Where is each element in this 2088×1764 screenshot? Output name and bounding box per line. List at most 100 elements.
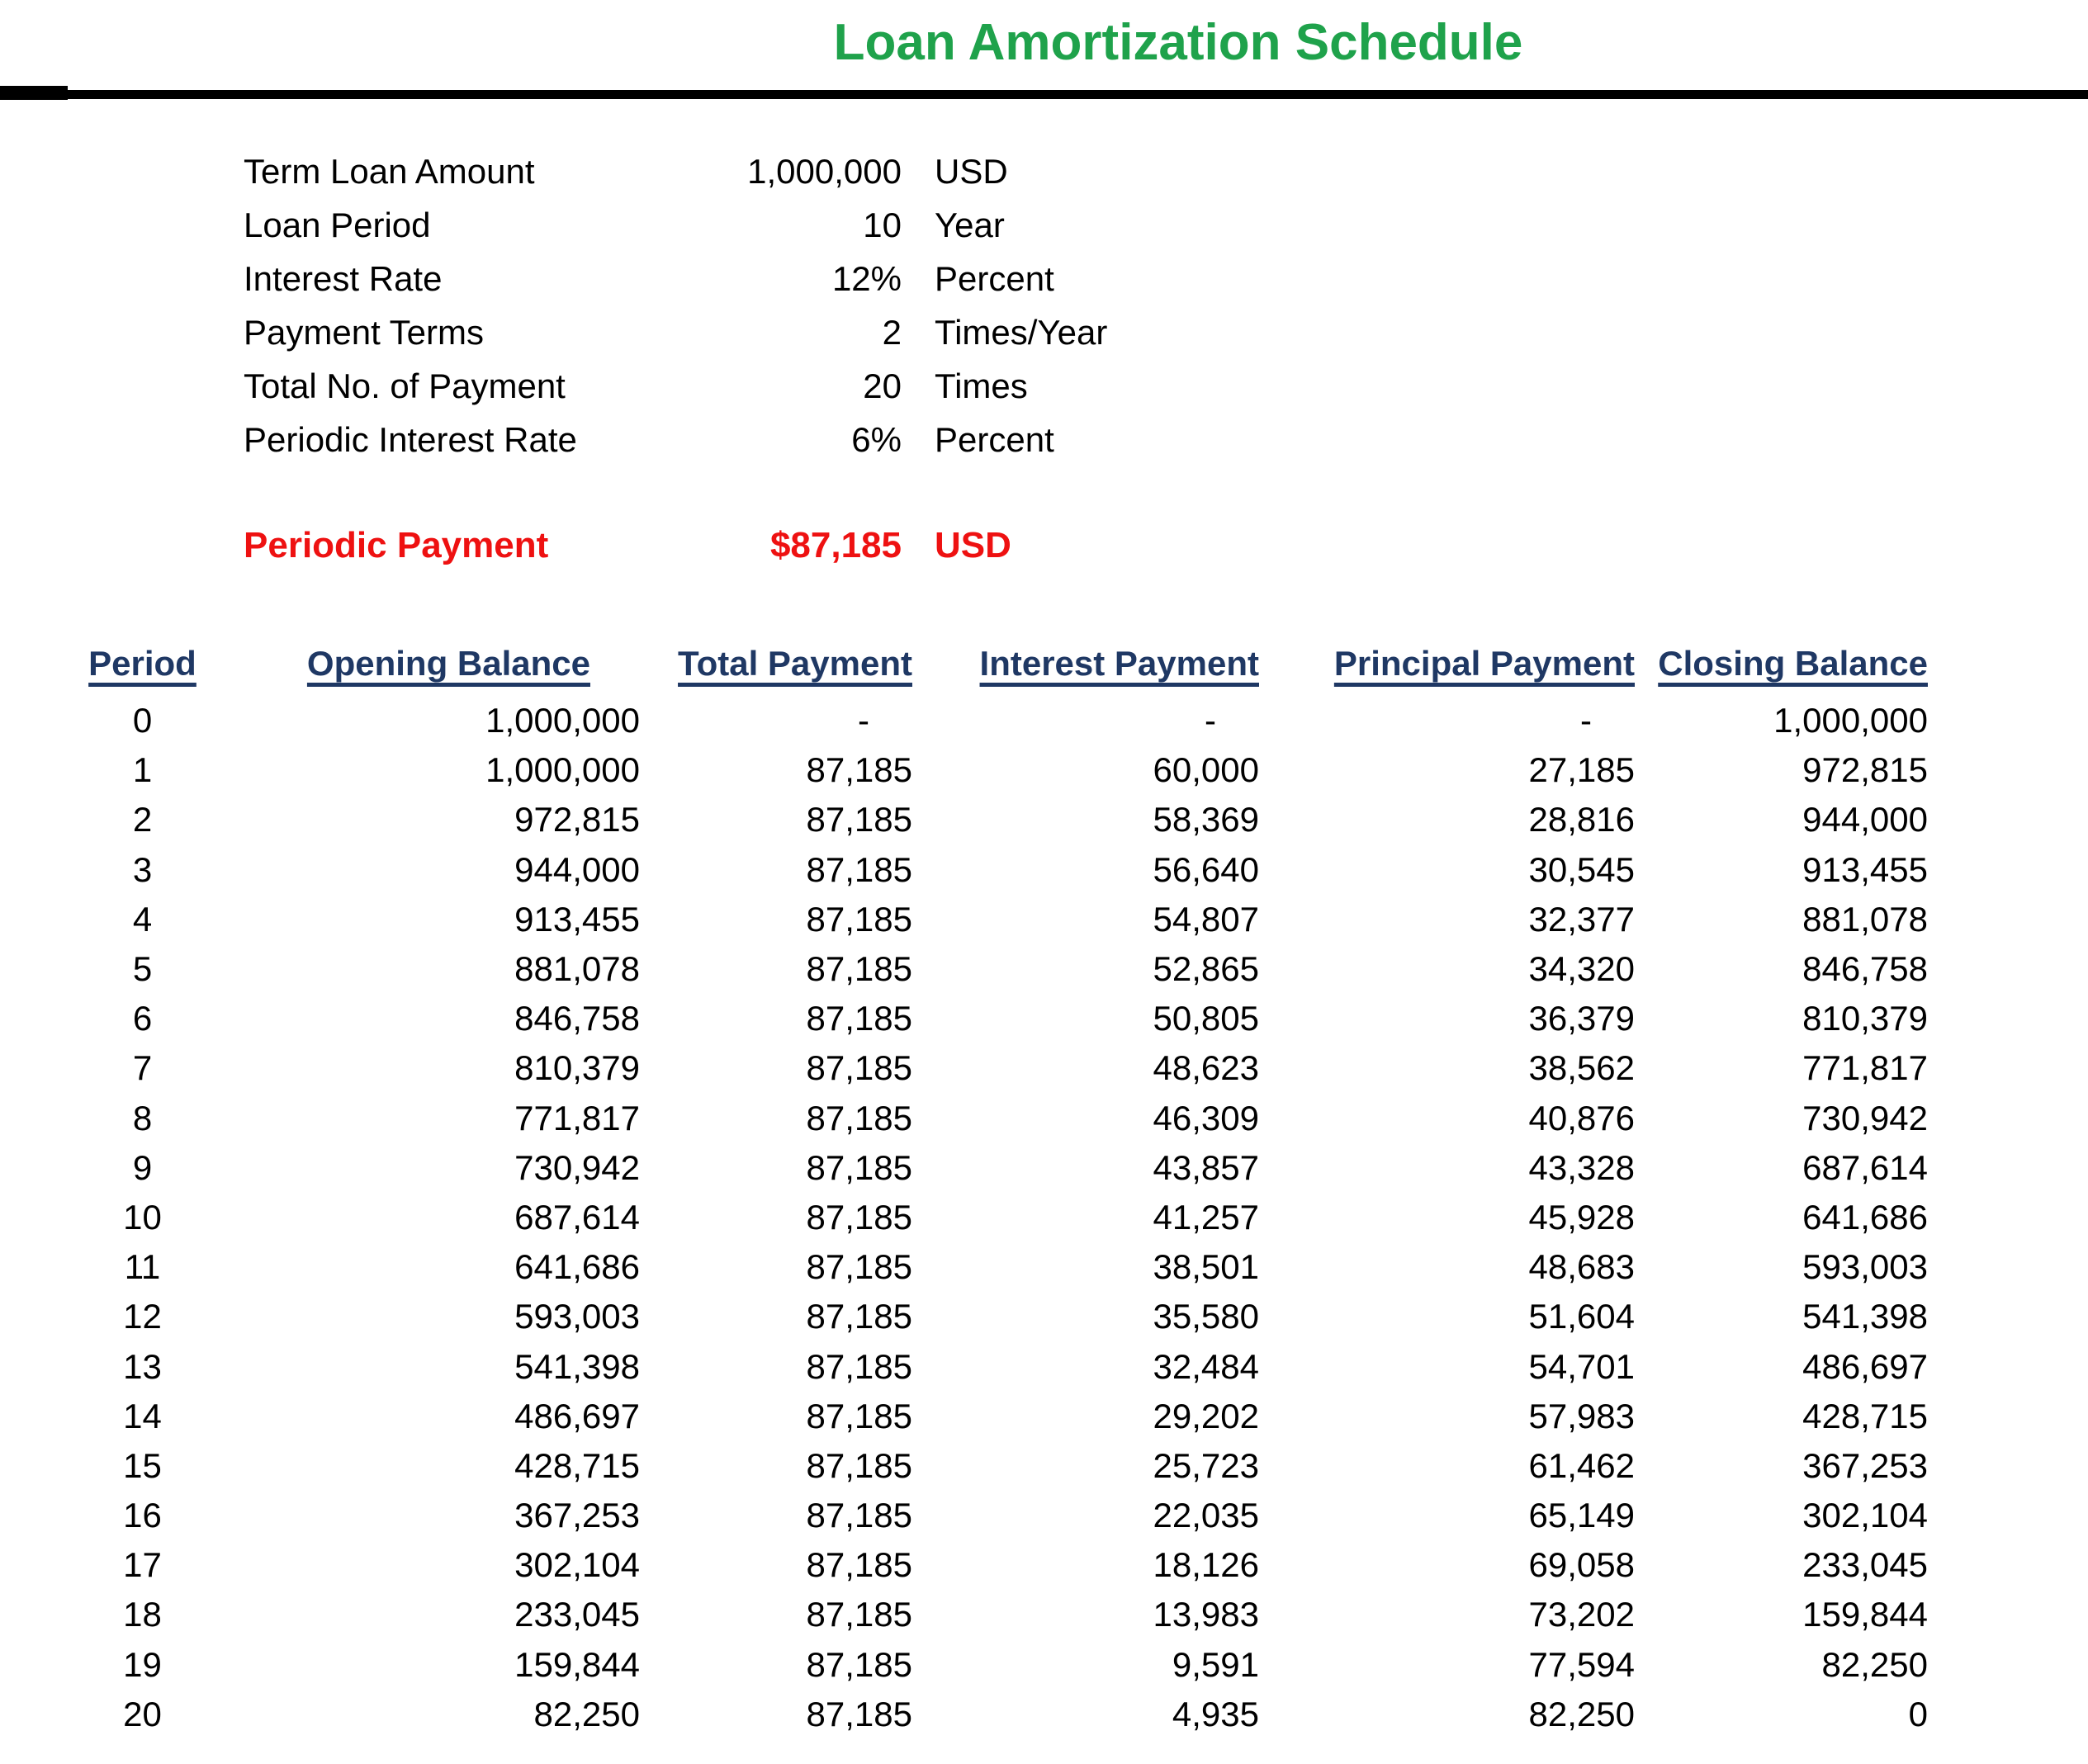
table-row-period-9: 9 730,942 87,185 43,857 43,328 687,614 [78, 1143, 1928, 1193]
periodic-payment-value: $87,185 [769, 524, 902, 565]
column-header-total-payment: Total Payment [678, 644, 912, 683]
cell-period: 20 [123, 1694, 162, 1733]
cell-opening-balance: 771,817 [514, 1098, 640, 1137]
detail-label: Interest Rate [244, 258, 443, 298]
cell-total-payment: 87,185 [806, 1644, 912, 1684]
cell-principal-payment: 40,876 [1528, 1098, 1635, 1137]
cell-period: 3 [132, 849, 153, 889]
cell-total-payment: 87,185 [806, 1098, 912, 1137]
cell-principal-payment: 36,379 [1528, 999, 1635, 1038]
cell-closing-balance: 159,844 [1802, 1595, 1928, 1634]
cell-period: 15 [123, 1445, 162, 1485]
table-row-period-5: 5 881,078 87,185 52,865 34,320 846,758 [78, 944, 1928, 994]
cell-total-payment: 87,185 [806, 1346, 912, 1386]
table-row-period-7: 7 810,379 87,185 48,623 38,562 771,817 [78, 1043, 1928, 1093]
cell-principal-payment: 32,377 [1528, 899, 1635, 939]
cell-interest-payment: 58,369 [1153, 800, 1259, 839]
cell-interest-payment: 48,623 [1153, 1048, 1259, 1088]
cell-interest-payment: 56,640 [1153, 849, 1259, 889]
cell-closing-balance: 302,104 [1802, 1496, 1928, 1535]
cell-opening-balance: 593,003 [514, 1297, 640, 1336]
cell-period: 13 [123, 1346, 162, 1386]
cell-interest-payment: 41,257 [1153, 1197, 1259, 1237]
cell-opening-balance: 486,697 [514, 1396, 640, 1435]
cell-total-payment: 87,185 [806, 1445, 912, 1485]
cell-opening-balance: 687,614 [514, 1197, 640, 1237]
detail-value: 10 [863, 205, 902, 244]
cell-principal-payment: 82,250 [1528, 1694, 1635, 1733]
cell-period: 10 [123, 1197, 162, 1237]
loan-details-section: Term Loan Amount 1,000,000 USD Loan Peri… [244, 144, 1107, 466]
cell-period: 8 [132, 1098, 153, 1137]
cell-opening-balance: 730,942 [514, 1147, 640, 1187]
cell-period: 4 [132, 899, 153, 939]
table-row-period-8: 8 771,817 87,185 46,309 40,876 730,942 [78, 1094, 1928, 1143]
detail-label: Payment Terms [244, 312, 484, 352]
cell-closing-balance: 82,250 [1821, 1644, 1928, 1684]
cell-principal-payment: 27,185 [1528, 750, 1635, 790]
cell-principal-payment: 54,701 [1528, 1346, 1635, 1386]
table-header-row: Period Opening Balance Total Payment Intere… [78, 631, 1928, 696]
cell-period: 0 [132, 701, 153, 740]
detail-row-loan-period: Loan Period 10 Year [244, 198, 1107, 252]
detail-row-periodic-interest-rate: Periodic Interest Rate 6% Percent [244, 413, 1107, 466]
cell-closing-balance: 1,000,000 [1773, 701, 1928, 740]
table-row-period-18: 18 233,045 87,185 13,983 73,202 159,844 [78, 1590, 1928, 1639]
cell-opening-balance: 302,104 [514, 1545, 640, 1585]
table-row-period-1: 1 1,000,000 87,185 60,000 27,185 972,815 [78, 745, 1928, 795]
cell-opening-balance: 1,000,000 [485, 750, 640, 790]
cell-total-payment: 87,185 [806, 1595, 912, 1634]
detail-value: 1,000,000 [747, 151, 902, 191]
detail-value: 2 [882, 312, 902, 352]
cell-total-payment: 87,185 [806, 750, 912, 790]
cell-opening-balance: 367,253 [514, 1496, 640, 1535]
cell-opening-balance: 1,000,000 [485, 701, 640, 740]
detail-value: 20 [863, 366, 902, 405]
cell-total-payment: 87,185 [806, 1297, 912, 1336]
cell-principal-payment: 65,149 [1528, 1496, 1635, 1535]
cell-closing-balance: 944,000 [1802, 800, 1928, 839]
cell-interest-payment: 46,309 [1153, 1098, 1259, 1137]
cell-interest-payment: 43,857 [1153, 1147, 1259, 1187]
cell-interest-payment: 18,126 [1153, 1545, 1259, 1585]
amortization-table: Period Opening Balance Total Payment Intere… [78, 631, 1928, 1739]
cell-interest-payment: 32,484 [1153, 1346, 1259, 1386]
top-rule [0, 90, 2088, 99]
table-row-period-2: 2 972,815 87,185 58,369 28,816 944,000 [78, 795, 1928, 844]
cell-period: 5 [132, 949, 153, 989]
cell-total-payment: 87,185 [806, 800, 912, 839]
cell-principal-payment: 34,320 [1528, 949, 1635, 989]
cell-closing-balance: 593,003 [1802, 1247, 1928, 1287]
cell-principal-payment: 57,983 [1528, 1396, 1635, 1435]
cell-interest-payment: 38,501 [1153, 1247, 1259, 1287]
table-row-period-6: 6 846,758 87,185 50,805 36,379 810,379 [78, 994, 1928, 1043]
cell-principal-payment: - [1580, 701, 1592, 740]
cell-principal-payment: 61,462 [1528, 1445, 1635, 1485]
table-row-period-4: 4 913,455 87,185 54,807 32,377 881,078 [78, 895, 1928, 944]
detail-row-payment-terms: Payment Terms 2 Times/Year [244, 305, 1107, 359]
cell-opening-balance: 846,758 [514, 999, 640, 1038]
cell-interest-payment: 22,035 [1153, 1496, 1259, 1535]
cell-interest-payment: 13,983 [1153, 1595, 1259, 1634]
cell-total-payment: 87,185 [806, 899, 912, 939]
cell-period: 19 [123, 1644, 162, 1684]
cell-period: 12 [123, 1297, 162, 1336]
cell-closing-balance: 846,758 [1802, 949, 1928, 989]
cell-period: 11 [124, 1247, 161, 1287]
cell-opening-balance: 233,045 [514, 1595, 640, 1634]
cell-total-payment: 87,185 [806, 949, 912, 989]
cell-total-payment: 87,185 [806, 1496, 912, 1535]
table-row-period-10: 10 687,614 87,185 41,257 45,928 641,686 [78, 1193, 1928, 1242]
detail-row-term-loan-amount: Term Loan Amount 1,000,000 USD [244, 144, 1107, 198]
table-row-period-12: 12 593,003 87,185 35,580 51,604 541,398 [78, 1292, 1928, 1341]
cell-closing-balance: 641,686 [1802, 1197, 1928, 1237]
cell-principal-payment: 77,594 [1528, 1644, 1635, 1684]
cell-interest-payment: 4,935 [1172, 1694, 1259, 1733]
periodic-payment-label: Periodic Payment [244, 524, 549, 565]
cell-period: 16 [123, 1496, 162, 1535]
cell-opening-balance: 972,815 [514, 800, 640, 839]
cell-closing-balance: 541,398 [1802, 1297, 1928, 1336]
detail-label: Loan Period [244, 205, 431, 244]
cell-opening-balance: 913,455 [514, 899, 640, 939]
